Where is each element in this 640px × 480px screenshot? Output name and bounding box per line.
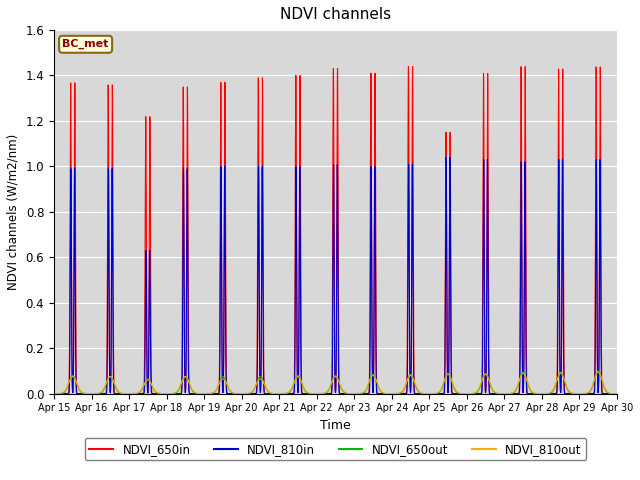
Legend: NDVI_650in, NDVI_810in, NDVI_650out, NDVI_810out: NDVI_650in, NDVI_810in, NDVI_650out, NDV…: [84, 438, 586, 460]
NDVI_650out: [613, 391, 621, 396]
NDVI_650out: [261, 382, 269, 388]
NDVI_650out: [50, 391, 58, 396]
NDVI_810in: [50, 391, 58, 396]
Line: NDVI_810out: NDVI_810out: [54, 372, 617, 394]
NDVI_810out: [261, 382, 269, 388]
NDVI_810out: [164, 391, 172, 396]
NDVI_650out: [171, 390, 179, 396]
NDVI_650in: [493, 391, 501, 396]
NDVI_650out: [595, 368, 602, 374]
NDVI_810out: [238, 391, 246, 396]
NDVI_810in: [493, 391, 501, 396]
Text: BC_met: BC_met: [63, 39, 109, 49]
Line: NDVI_650in: NDVI_650in: [54, 66, 617, 394]
NDVI_650out: [163, 391, 170, 396]
NDVI_810in: [261, 391, 269, 396]
NDVI_810in: [446, 155, 454, 160]
NDVI_810in: [164, 391, 172, 396]
NDVI_650in: [50, 391, 58, 396]
NDVI_650in: [164, 391, 172, 396]
NDVI_810out: [613, 391, 621, 396]
NDVI_650out: [493, 391, 501, 396]
NDVI_810out: [50, 391, 58, 396]
NDVI_810in: [170, 391, 178, 396]
Line: NDVI_650out: NDVI_650out: [54, 371, 617, 394]
NDVI_650in: [613, 391, 621, 396]
NDVI_810out: [595, 369, 602, 375]
X-axis label: Time: Time: [320, 419, 351, 432]
NDVI_650in: [611, 391, 619, 396]
NDVI_650out: [413, 387, 421, 393]
NDVI_810in: [611, 391, 619, 396]
NDVI_650in: [261, 390, 269, 396]
NDVI_650in: [404, 63, 412, 69]
NDVI_650out: [611, 391, 619, 396]
NDVI_810out: [170, 390, 178, 396]
NDVI_810out: [611, 391, 619, 396]
NDVI_810in: [413, 391, 421, 396]
Y-axis label: NDVI channels (W/m2/nm): NDVI channels (W/m2/nm): [7, 134, 20, 290]
Title: NDVI channels: NDVI channels: [280, 7, 391, 22]
Line: NDVI_810in: NDVI_810in: [54, 157, 617, 394]
NDVI_650in: [170, 391, 178, 396]
NDVI_650in: [413, 391, 421, 396]
NDVI_650out: [164, 391, 172, 396]
NDVI_810in: [613, 391, 621, 396]
NDVI_810out: [413, 386, 421, 392]
NDVI_810out: [493, 390, 501, 396]
